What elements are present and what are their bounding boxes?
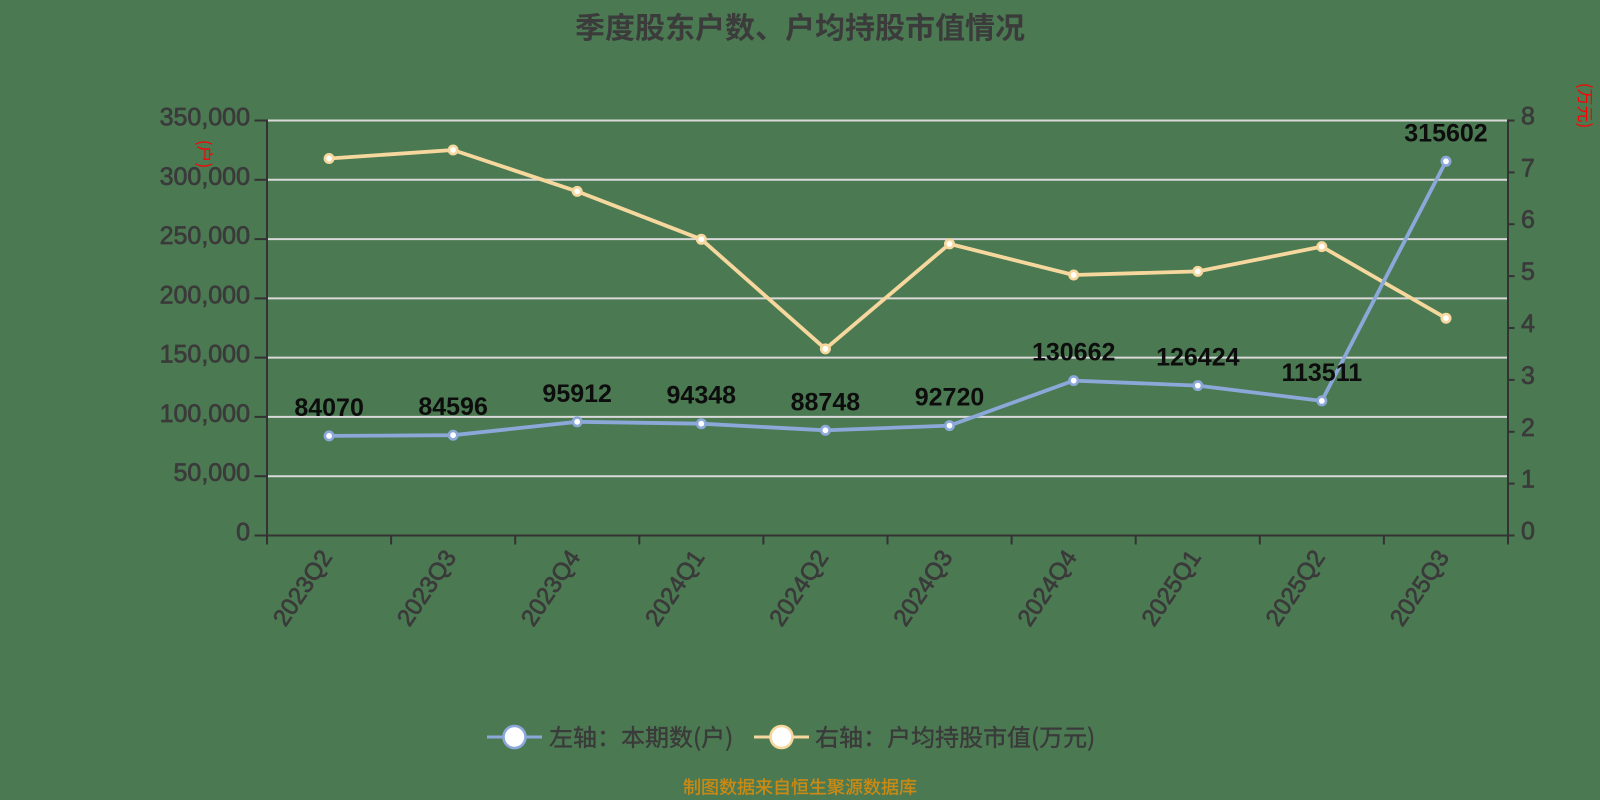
svg-text:150,000: 150,000: [160, 341, 250, 369]
svg-text:130662: 130662: [1032, 339, 1115, 367]
svg-text:4: 4: [1521, 310, 1535, 338]
svg-text:5: 5: [1521, 258, 1535, 286]
svg-text:315602: 315602: [1404, 119, 1487, 147]
svg-text:113511: 113511: [1281, 359, 1362, 387]
svg-text:2: 2: [1521, 414, 1535, 442]
svg-text:7: 7: [1521, 154, 1535, 182]
svg-text:3: 3: [1521, 362, 1535, 390]
svg-text:1: 1: [1521, 466, 1535, 494]
svg-text:350,000: 350,000: [160, 104, 250, 132]
svg-text:94348: 94348: [667, 382, 737, 410]
svg-text:92720: 92720: [915, 384, 985, 412]
svg-text:200,000: 200,000: [160, 281, 250, 309]
svg-text:0: 0: [1521, 518, 1535, 546]
svg-text:8: 8: [1521, 103, 1535, 131]
svg-text:300,000: 300,000: [160, 163, 250, 191]
svg-text:84596: 84596: [418, 393, 488, 421]
svg-text:6: 6: [1521, 206, 1535, 234]
svg-text:84070: 84070: [294, 394, 364, 422]
svg-text:95912: 95912: [542, 380, 612, 408]
svg-text:250,000: 250,000: [160, 222, 250, 250]
svg-text:100,000: 100,000: [160, 400, 250, 428]
svg-text:88748: 88748: [791, 388, 861, 416]
svg-text:126424: 126424: [1156, 344, 1240, 372]
svg-text:50,000: 50,000: [174, 459, 250, 487]
svg-text:0: 0: [236, 519, 250, 547]
